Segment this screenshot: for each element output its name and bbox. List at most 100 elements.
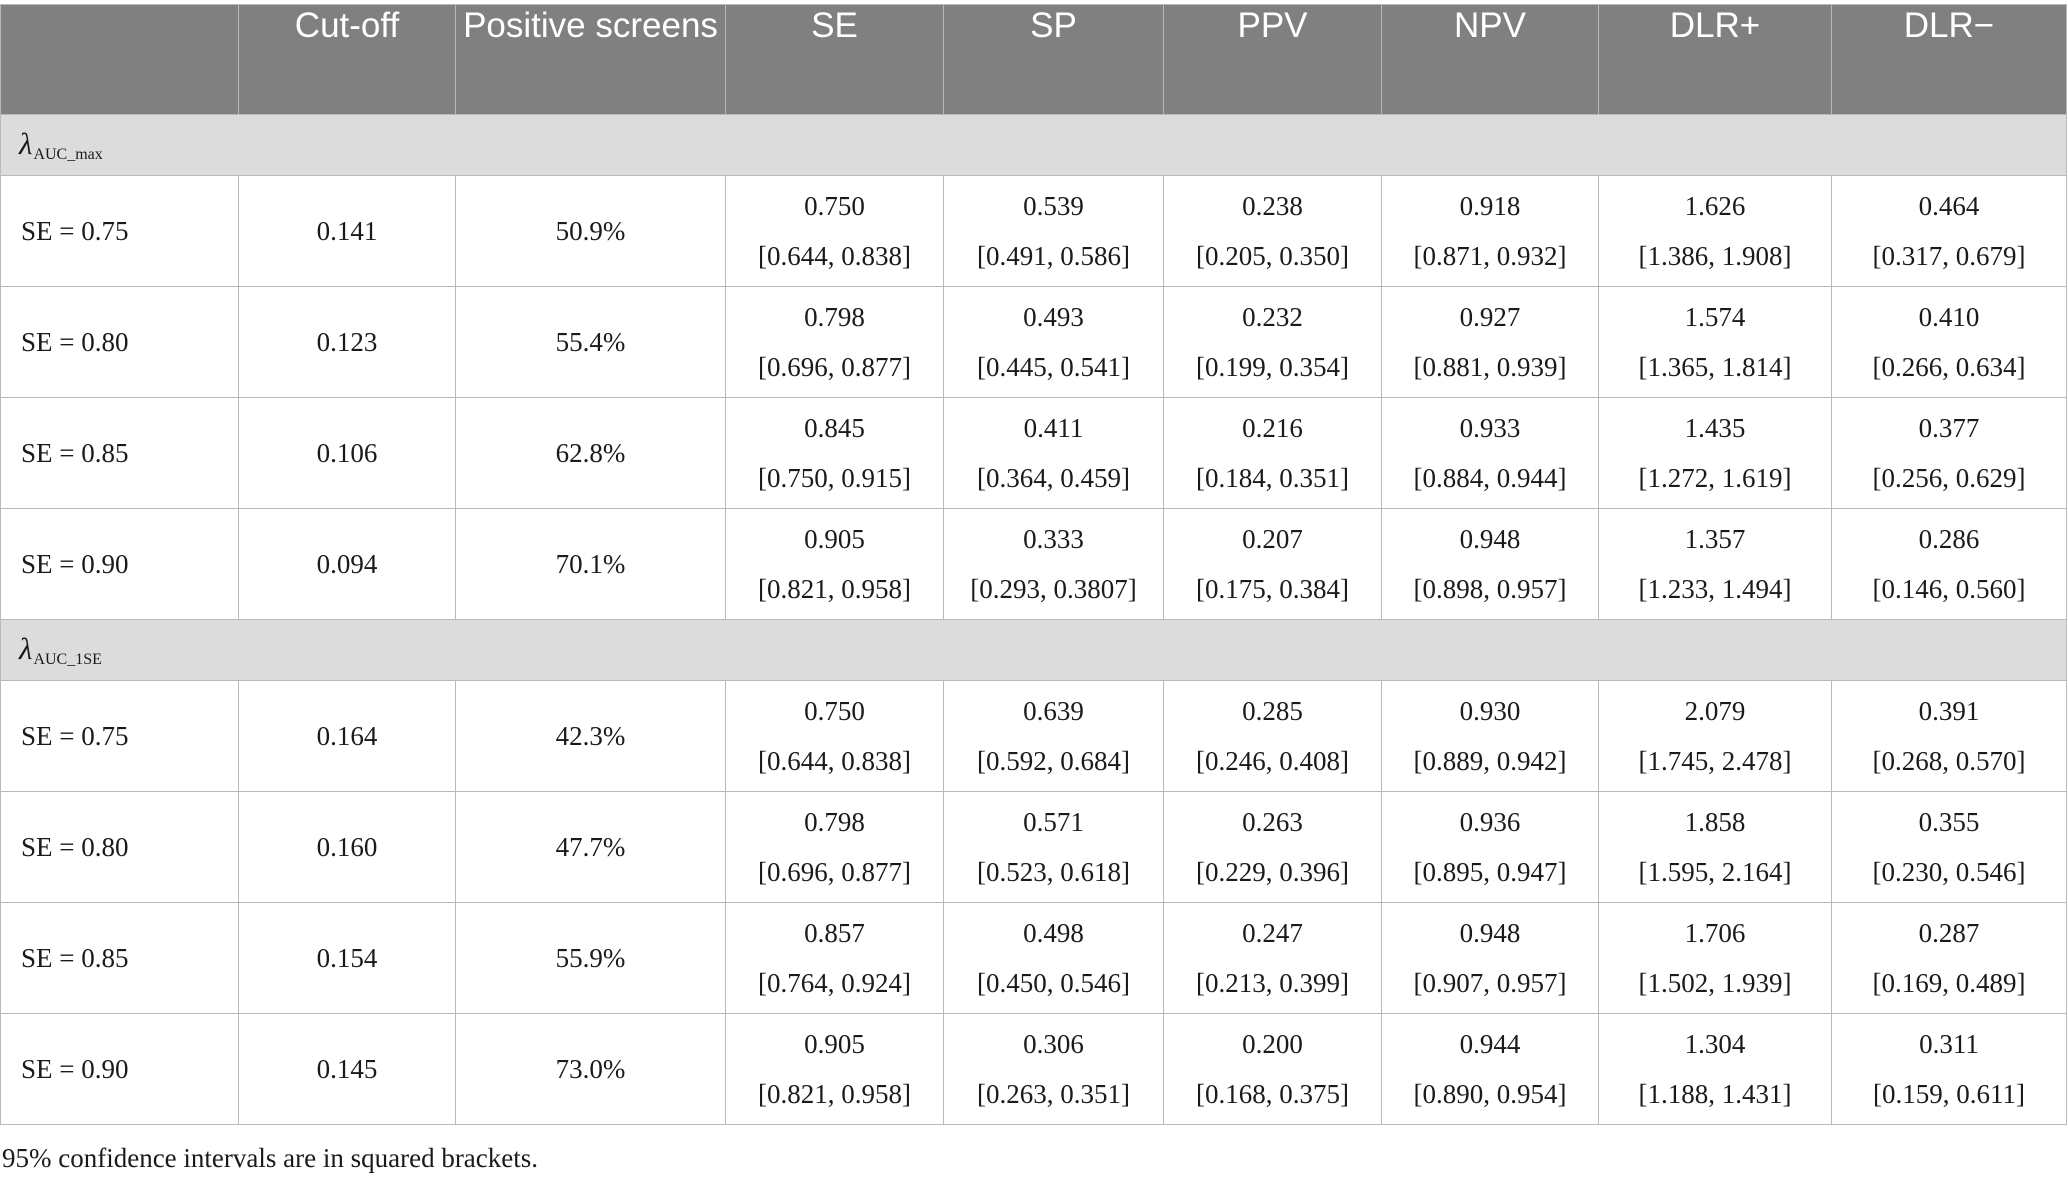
sp-estimate: 0.306 — [1023, 1029, 1084, 1059]
npv-cell: 0.936 [0.895, 0.947] — [1381, 791, 1599, 903]
se-confidence-interval: [0.644, 0.838] — [758, 241, 911, 271]
positive-screens-cell: 47.7% — [455, 791, 726, 903]
se-confidence-interval: [0.764, 0.924] — [758, 968, 911, 998]
se-cell: 0.750 [0.644, 0.838] — [725, 175, 944, 287]
ppv-confidence-interval: [0.175, 0.384] — [1196, 574, 1349, 604]
ppv-confidence-interval: [0.205, 0.350] — [1196, 241, 1349, 271]
table-row: SE = 0.90 0.145 73.0% 0.905 [0.821, 0.958] 0.… — [0, 1013, 2067, 1125]
sp-cell: 0.306 [0.263, 0.351] — [943, 1013, 1164, 1125]
se-estimate: 0.857 — [804, 918, 865, 948]
dlr-minus-estimate: 0.377 — [1918, 413, 1980, 443]
dlr-plus-confidence-interval: [1.365, 1.814] — [1638, 352, 1792, 382]
sp-confidence-interval: [0.592, 0.684] — [977, 746, 1130, 776]
positive-screens-cell: 55.9% — [455, 902, 726, 1014]
sp-cell: 0.411 [0.364, 0.459] — [943, 397, 1164, 509]
row-label: SE = 0.90 — [0, 508, 239, 620]
header-cell-dlr-minus: DLR− — [1831, 4, 2067, 115]
npv-confidence-interval: [0.889, 0.942] — [1413, 746, 1567, 776]
cutoff-cell: 0.141 — [238, 175, 456, 287]
ppv-estimate: 0.238 — [1242, 191, 1303, 221]
row-label: SE = 0.90 — [0, 1013, 239, 1125]
header-cell-positive-screens: Positive screens — [455, 4, 726, 115]
dlr-plus-cell: 1.706 [1.502, 1.939] — [1598, 902, 1832, 1014]
dlr-minus-estimate: 0.464 — [1918, 191, 1980, 221]
se-estimate: 0.798 — [804, 302, 865, 332]
sp-confidence-interval: [0.523, 0.618] — [977, 857, 1130, 887]
npv-confidence-interval: [0.881, 0.939] — [1413, 352, 1567, 382]
ppv-estimate: 0.247 — [1242, 918, 1303, 948]
table-body: λAUC_max SE = 0.75 0.141 50.9% 0.750 [0.644, … — [0, 114, 2067, 1125]
ppv-cell: 0.200 [0.168, 0.375] — [1163, 1013, 1382, 1125]
dlr-plus-confidence-interval: [1.595, 2.164] — [1638, 857, 1792, 887]
header-cell-se: SE — [725, 4, 944, 115]
positive-screens-cell: 55.4% — [455, 286, 726, 398]
dlr-minus-cell: 0.377 [0.256, 0.629] — [1831, 397, 2067, 509]
dlr-plus-estimate: 1.706 — [1684, 918, 1746, 948]
npv-estimate: 0.948 — [1459, 918, 1521, 948]
dlr-plus-cell: 1.858 [1.595, 2.164] — [1598, 791, 1832, 903]
ppv-estimate: 0.207 — [1242, 524, 1303, 554]
dlr-plus-cell: 1.304 [1.188, 1.431] — [1598, 1013, 1832, 1125]
ppv-confidence-interval: [0.184, 0.351] — [1196, 463, 1349, 493]
table-row: SE = 0.85 0.154 55.9% 0.857 [0.764, 0.924] 0.… — [0, 902, 2067, 1014]
row-label: SE = 0.75 — [0, 175, 239, 287]
sp-cell: 0.539 [0.491, 0.586] — [943, 175, 1164, 287]
cutoff-cell: 0.154 — [238, 902, 456, 1014]
dlr-minus-confidence-interval: [0.230, 0.546] — [1872, 857, 2026, 887]
dlr-minus-estimate: 0.391 — [1918, 696, 1980, 726]
npv-estimate: 0.933 — [1459, 413, 1521, 443]
dlr-minus-confidence-interval: [0.268, 0.570] — [1872, 746, 2026, 776]
lambda-symbol: λ — [19, 126, 33, 161]
sp-estimate: 0.639 — [1023, 696, 1084, 726]
ppv-confidence-interval: [0.168, 0.375] — [1196, 1079, 1349, 1109]
ppv-cell: 0.263 [0.229, 0.396] — [1163, 791, 1382, 903]
header-cell-empty — [0, 4, 239, 115]
npv-cell: 0.944 [0.890, 0.954] — [1381, 1013, 1599, 1125]
ppv-cell: 0.238 [0.205, 0.350] — [1163, 175, 1382, 287]
dlr-plus-estimate: 1.304 — [1684, 1029, 1746, 1059]
npv-cell: 0.948 [0.898, 0.957] — [1381, 508, 1599, 620]
dlr-minus-cell: 0.355 [0.230, 0.546] — [1831, 791, 2067, 903]
positive-screens-cell: 62.8% — [455, 397, 726, 509]
sp-estimate: 0.411 — [1023, 413, 1084, 443]
se-cell: 0.750 [0.644, 0.838] — [725, 680, 944, 792]
dlr-plus-cell: 2.079 [1.745, 2.478] — [1598, 680, 1832, 792]
dlr-plus-estimate: 2.079 — [1684, 696, 1746, 726]
positive-screens-cell: 42.3% — [455, 680, 726, 792]
table-row: SE = 0.75 0.164 42.3% 0.750 [0.644, 0.838] 0.… — [0, 680, 2067, 792]
footnote: 95% confidence intervals are in squared … — [2, 1143, 539, 1173]
dlr-plus-confidence-interval: [1.745, 2.478] — [1638, 746, 1792, 776]
header-cell-ppv: PPV — [1163, 4, 1382, 115]
table-header: Cut-off Positive screens SE SP PPV NPV D… — [0, 4, 2067, 115]
sp-estimate: 0.539 — [1023, 191, 1084, 221]
se-estimate: 0.845 — [804, 413, 865, 443]
se-cell: 0.857 [0.764, 0.924] — [725, 902, 944, 1014]
se-confidence-interval: [0.644, 0.838] — [758, 746, 911, 776]
sp-estimate: 0.333 — [1023, 524, 1084, 554]
se-cell: 0.798 [0.696, 0.877] — [725, 286, 944, 398]
lambda-subscript: AUC_1SE — [33, 651, 102, 668]
dlr-minus-estimate: 0.410 — [1918, 302, 1980, 332]
lambda-symbol: λ — [19, 631, 33, 666]
dlr-minus-confidence-interval: [0.169, 0.489] — [1872, 968, 2026, 998]
dlr-plus-estimate: 1.858 — [1684, 807, 1746, 837]
dlr-minus-cell: 0.286 [0.146, 0.560] — [1831, 508, 2067, 620]
results-table: Cut-off Positive screens SE SP PPV NPV D… — [0, 4, 2067, 1125]
dlr-minus-confidence-interval: [0.146, 0.560] — [1872, 574, 2026, 604]
se-estimate: 0.750 — [804, 191, 865, 221]
dlr-minus-cell: 0.391 [0.268, 0.570] — [1831, 680, 2067, 792]
npv-estimate: 0.936 — [1459, 807, 1521, 837]
cutoff-cell: 0.123 — [238, 286, 456, 398]
header-row: Cut-off Positive screens SE SP PPV NPV D… — [0, 4, 2067, 115]
row-label: SE = 0.75 — [0, 680, 239, 792]
npv-cell: 0.918 [0.871, 0.932] — [1381, 175, 1599, 287]
se-confidence-interval: [0.696, 0.877] — [758, 857, 911, 887]
se-confidence-interval: [0.821, 0.958] — [758, 574, 911, 604]
npv-confidence-interval: [0.890, 0.954] — [1413, 1079, 1567, 1109]
se-cell: 0.798 [0.696, 0.877] — [725, 791, 944, 903]
cutoff-cell: 0.160 — [238, 791, 456, 903]
sp-cell: 0.493 [0.445, 0.541] — [943, 286, 1164, 398]
dlr-minus-confidence-interval: [0.159, 0.611] — [1873, 1079, 2025, 1109]
dlr-minus-confidence-interval: [0.256, 0.629] — [1872, 463, 2026, 493]
se-estimate: 0.905 — [804, 524, 865, 554]
